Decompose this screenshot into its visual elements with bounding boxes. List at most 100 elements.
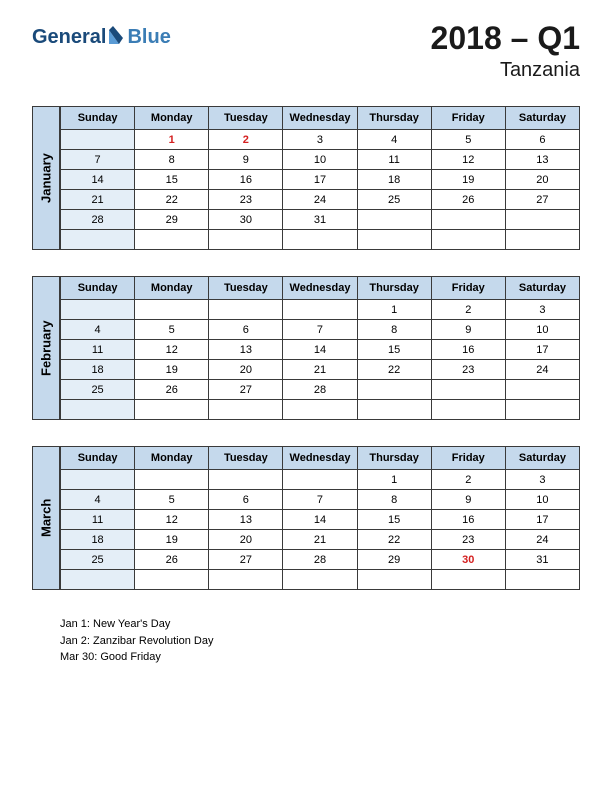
day-header: Friday (431, 447, 505, 470)
date-cell: 27 (505, 190, 579, 210)
date-cell: 17 (283, 170, 357, 190)
table-row: 45678910 (61, 490, 580, 510)
table-row: 11121314151617 (61, 340, 580, 360)
date-cell: 28 (61, 210, 135, 230)
date-cell: 3 (505, 300, 579, 320)
date-cell (61, 230, 135, 250)
day-header: Monday (135, 447, 209, 470)
date-cell (209, 570, 283, 590)
table-row: 45678910 (61, 320, 580, 340)
date-cell: 6 (505, 130, 579, 150)
day-header: Wednesday (283, 447, 357, 470)
date-cell (505, 570, 579, 590)
date-cell: 22 (357, 360, 431, 380)
date-cell: 10 (283, 150, 357, 170)
date-cell: 8 (357, 320, 431, 340)
table-row: 18192021222324 (61, 360, 580, 380)
date-cell: 23 (431, 360, 505, 380)
date-cell: 4 (61, 320, 135, 340)
date-cell: 13 (209, 340, 283, 360)
date-cell (431, 380, 505, 400)
day-header: Sunday (61, 447, 135, 470)
date-cell: 9 (431, 490, 505, 510)
date-cell: 11 (61, 510, 135, 530)
year-quarter: 2018 – Q1 (431, 20, 580, 57)
table-row (61, 570, 580, 590)
day-header: Saturday (505, 277, 579, 300)
day-header: Thursday (357, 107, 431, 130)
date-cell (209, 400, 283, 420)
date-cell: 16 (209, 170, 283, 190)
date-cell (505, 230, 579, 250)
day-header: Saturday (505, 447, 579, 470)
date-cell: 19 (135, 360, 209, 380)
title-block: 2018 – Q1 Tanzania (431, 20, 580, 82)
date-cell (283, 570, 357, 590)
table-row: 28293031 (61, 210, 580, 230)
day-header: Tuesday (209, 107, 283, 130)
date-cell: 13 (505, 150, 579, 170)
date-cell: 24 (505, 530, 579, 550)
date-cell (283, 300, 357, 320)
month-label: March (32, 446, 60, 590)
date-cell: 29 (135, 210, 209, 230)
date-cell (505, 210, 579, 230)
date-cell (61, 400, 135, 420)
date-cell: 16 (431, 340, 505, 360)
calendars-container: JanuarySundayMondayTuesdayWednesdayThurs… (32, 106, 580, 590)
holiday-list: Jan 1: New Year's DayJan 2: Zanzibar Rev… (60, 616, 580, 666)
date-cell: 27 (209, 380, 283, 400)
table-row: 18192021222324 (61, 530, 580, 550)
date-cell (209, 470, 283, 490)
date-cell: 15 (357, 510, 431, 530)
holiday-entry: Jan 1: New Year's Day (60, 616, 580, 633)
logo-part1: General (32, 26, 106, 49)
date-cell: 3 (505, 470, 579, 490)
date-cell: 9 (209, 150, 283, 170)
table-row: 14151617181920 (61, 170, 580, 190)
date-cell (61, 130, 135, 150)
calendar-table: SundayMondayTuesdayWednesdayThursdayFrid… (60, 276, 580, 420)
date-cell (135, 570, 209, 590)
logo-icon (109, 26, 125, 49)
date-cell: 1 (135, 130, 209, 150)
date-cell (431, 570, 505, 590)
day-header: Sunday (61, 107, 135, 130)
date-cell: 7 (61, 150, 135, 170)
date-cell: 7 (283, 490, 357, 510)
date-cell: 1 (357, 300, 431, 320)
day-header: Wednesday (283, 107, 357, 130)
date-cell: 29 (357, 550, 431, 570)
date-cell: 19 (431, 170, 505, 190)
date-cell: 30 (431, 550, 505, 570)
date-cell: 5 (135, 490, 209, 510)
date-cell: 12 (135, 510, 209, 530)
date-cell: 3 (283, 130, 357, 150)
date-cell: 26 (431, 190, 505, 210)
date-cell: 28 (283, 550, 357, 570)
table-row (61, 230, 580, 250)
date-cell: 28 (283, 380, 357, 400)
date-cell: 23 (431, 530, 505, 550)
date-cell: 25 (61, 550, 135, 570)
date-cell: 13 (209, 510, 283, 530)
day-header: Monday (135, 277, 209, 300)
date-cell: 24 (505, 360, 579, 380)
month-block: FebruarySundayMondayTuesdayWednesdayThur… (32, 276, 580, 420)
date-cell: 25 (357, 190, 431, 210)
date-cell: 21 (283, 360, 357, 380)
month-block: JanuarySundayMondayTuesdayWednesdayThurs… (32, 106, 580, 250)
date-cell (357, 380, 431, 400)
date-cell (135, 400, 209, 420)
date-cell: 5 (135, 320, 209, 340)
date-cell: 23 (209, 190, 283, 210)
header: General Blue 2018 – Q1 Tanzania (32, 20, 580, 82)
date-cell: 20 (209, 530, 283, 550)
date-cell (505, 380, 579, 400)
day-header: Saturday (505, 107, 579, 130)
day-header: Friday (431, 107, 505, 130)
month-block: MarchSundayMondayTuesdayWednesdayThursda… (32, 446, 580, 590)
date-cell (209, 300, 283, 320)
date-cell: 31 (283, 210, 357, 230)
calendar-table: SundayMondayTuesdayWednesdayThursdayFrid… (60, 446, 580, 590)
